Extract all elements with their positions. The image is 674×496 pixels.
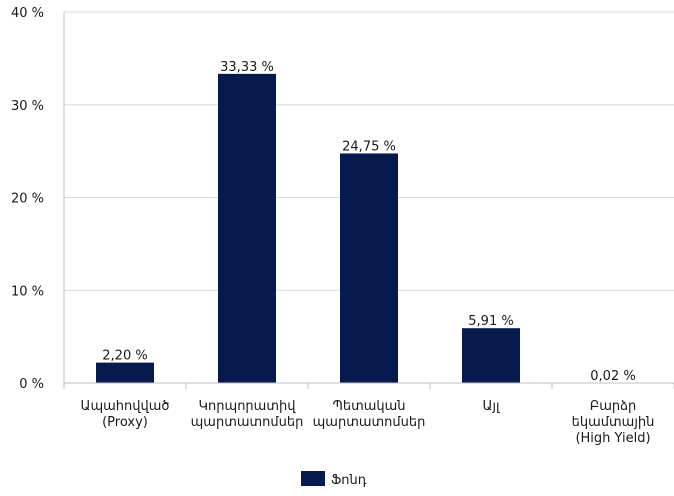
- y-tick-label: 0 %: [19, 377, 44, 392]
- y-axis-tick-labels: 0 % 10 % 20 % 30 % 40 %: [11, 6, 44, 392]
- bar: [218, 73, 276, 383]
- category-label: (High Yield): [575, 431, 650, 446]
- data-label: 0,02 %: [590, 369, 635, 384]
- y-tick-label: 10 %: [11, 284, 44, 299]
- legend: Ֆոնդ: [301, 471, 367, 488]
- category-label: պարտատոմսեր: [191, 415, 304, 430]
- legend-label: Ֆոնդ: [331, 473, 367, 488]
- category-label: Այլ: [482, 399, 499, 414]
- x-axis: [63, 12, 674, 389]
- category-label: Բարձր: [590, 399, 637, 414]
- data-labels: 2,20 % 33,33 % 24,75 % 5,91 % 0,02 %: [102, 60, 635, 384]
- legend-swatch: [301, 471, 325, 486]
- data-label: 24,75 %: [342, 139, 396, 154]
- data-label: 33,33 %: [220, 60, 274, 75]
- data-label: 5,91 %: [468, 314, 513, 329]
- category-label: Պետական: [332, 399, 405, 414]
- category-labels: Ապահովված(Proxy)ԿորպորատիվպարտատոմսերՊետ…: [80, 399, 654, 446]
- bar-series: [96, 73, 642, 383]
- category-label: Ապահովված: [80, 399, 169, 414]
- data-label: 2,20 %: [102, 349, 147, 364]
- bar: [96, 362, 154, 383]
- y-tick-label: 30 %: [11, 99, 44, 114]
- bar: [462, 328, 520, 383]
- category-label: (Proxy): [102, 415, 148, 430]
- category-label: Կորպորատիվ: [199, 399, 297, 414]
- y-tick-label: 40 %: [11, 6, 44, 21]
- y-tick-label: 20 %: [11, 192, 44, 207]
- category-label: եկամտային: [572, 415, 655, 430]
- category-label: պարտատոմսեր: [313, 415, 426, 430]
- bar: [340, 153, 398, 383]
